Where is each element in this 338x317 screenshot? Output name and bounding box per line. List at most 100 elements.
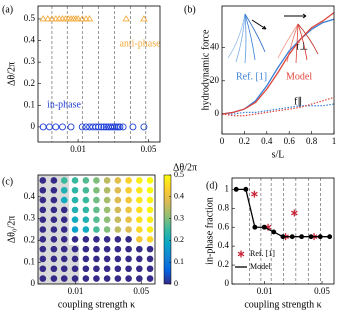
marker [237,250,245,258]
marker [251,190,258,198]
series-line [221,96,335,117]
heatmap-dot [93,255,100,263]
heatmap-dot [71,216,79,223]
x-tick-label: 0 [220,136,225,146]
y-tick-label: 1 [225,183,230,193]
heatmap-dot [103,196,111,204]
heatmap-dot [136,196,143,204]
y-axis-label: Δθ/2π [6,62,17,86]
heatmap-dot [103,206,111,214]
heatmap-dot [125,226,132,233]
heatmap-dot [114,216,122,223]
heatmap-dot [60,216,68,223]
marker [308,234,314,240]
legend-label: Ref. [1] [250,249,275,258]
heatmap-dot [71,255,79,263]
heatmap-dot [39,216,47,223]
y-tick-label: 0.4 [24,191,36,201]
marker [261,224,267,230]
heatmap-dot [146,206,154,214]
heatmap-dot [103,186,111,194]
plot-frame [221,5,335,135]
heatmap-dot [39,245,47,253]
heatmap-dot [39,177,47,184]
heatmap-dot [146,265,154,273]
marker [271,229,277,235]
heatmap-dot [146,245,154,253]
marker [122,15,130,22]
marker [112,123,120,131]
marker [291,209,298,217]
heatmap-dot [125,265,132,273]
y-tick-label: 0 [215,108,220,118]
marker [327,234,333,240]
colorbar-tick-label: 0.4 [174,192,184,201]
heatmap-dot [103,177,111,184]
x-axis-label: coupling strength κ [244,299,321,310]
y-tick-label: 0.1 [24,99,35,109]
heatmap-dot [39,226,47,233]
annotation: f∥ [294,96,302,107]
annotation: in-phase [47,99,81,110]
heatmap-dot [60,255,68,263]
heatmap-dot [136,206,143,214]
inset-blue [227,13,267,64]
heatmap-dot [93,275,100,282]
y-tick-label: 0 [31,278,36,288]
heatmap-dot [82,265,90,273]
heatmap-dot [71,236,79,243]
heatmap-dot [82,226,90,233]
marker [78,15,87,22]
heatmap-dot [50,265,58,273]
y-tick-label: 0.6 [218,221,230,231]
marker [74,15,82,22]
heatmap-dot [103,255,111,263]
heatmap-dot [103,265,111,273]
colorbar-tick-label: 0 [174,279,178,288]
marker [129,123,137,131]
heatmap-dot [103,216,111,223]
heatmap-dot [125,206,132,214]
x-axis-label: coupling strength κ [58,299,135,310]
heatmap-dot [125,186,132,194]
heatmap-dot [114,226,122,233]
heatmap-dot [82,275,90,282]
panel-label: (a) [2,4,13,15]
x-tick-label: 0.05 [141,144,157,154]
annotation: anti-phase [119,38,161,49]
marker [317,234,323,240]
y-tick-label: 40 [210,42,220,52]
heatmap-dot [50,186,58,194]
legend-label: Model [286,71,312,82]
heatmap-dot [71,196,79,204]
heatmap-dot [60,236,68,243]
x-tick-label: 0.01 [68,286,84,296]
heatmap-dot [125,177,132,184]
legend-label: Model [250,262,272,271]
heatmap-dot [60,275,68,282]
heatmap-dot [146,196,154,204]
marker [280,234,286,240]
heatmap-dot [93,186,100,194]
marker [67,123,75,131]
heatmap-dot [136,216,143,223]
marker [114,123,122,131]
y-tick-label: 0.2 [218,259,229,269]
y-tick-label: 0.3 [24,213,36,223]
heatmap-dot [39,265,47,273]
y-tick-label: 0.1 [24,256,35,266]
marker [233,186,239,192]
panel-label: (b) [184,4,196,15]
heatmap-dot [82,186,90,194]
heatmap-dot [71,245,79,253]
heatmap-dot [103,236,111,243]
panel-label: (c) [2,176,13,187]
heatmap-dot [50,206,58,214]
colorbar-tick-label: 0.5 [174,170,184,179]
marker [299,234,305,240]
heatmap-dot [93,265,100,273]
x-tick-label: 1 [332,136,337,146]
heatmap-dot [39,255,47,263]
heatmap-dot [82,196,90,204]
marker [52,123,60,131]
